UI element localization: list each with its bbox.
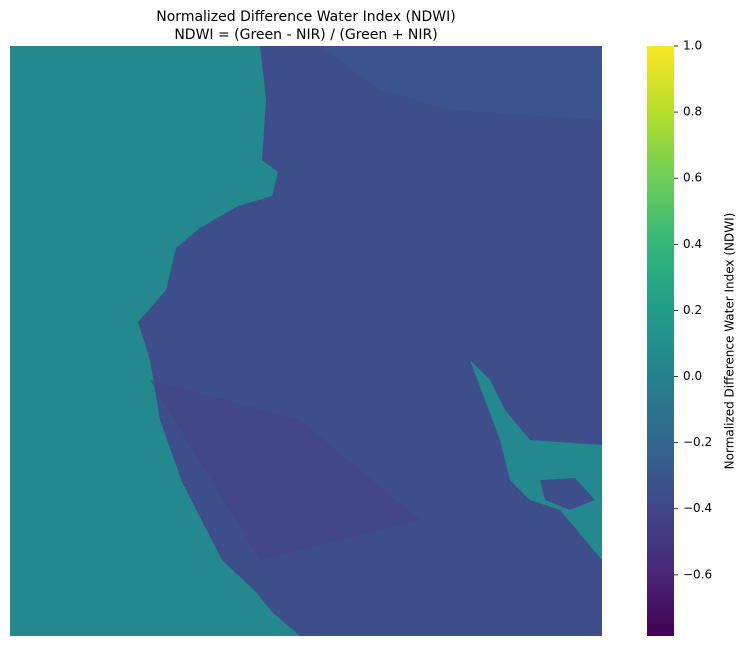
ndwi-image (10, 46, 602, 636)
colorbar-tick-label: 0.2 (683, 303, 702, 317)
chart-title: Normalized Difference Water Index (NDWI) (156, 9, 455, 25)
colorbar-tick-label: 0.8 (683, 105, 702, 119)
colorbar-tick-label: −0.4 (683, 501, 712, 515)
colorbar-tick-label: −0.6 (683, 567, 712, 581)
colorbar-tick-label: −0.2 (683, 435, 712, 449)
colorbar-tick-label: 0.0 (683, 369, 702, 383)
colorbar-label: Normalized Difference Water Index (NDWI) (723, 213, 737, 470)
colorbar-tick-label: 0.6 (683, 171, 702, 185)
chart-subtitle: NDWI = (Green - NIR) / (Green + NIR) (174, 27, 437, 43)
colorbar-tick-label: 0.4 (683, 237, 702, 251)
colorbar (647, 46, 674, 636)
colorbar-tick-label: 1.0 (683, 39, 702, 53)
